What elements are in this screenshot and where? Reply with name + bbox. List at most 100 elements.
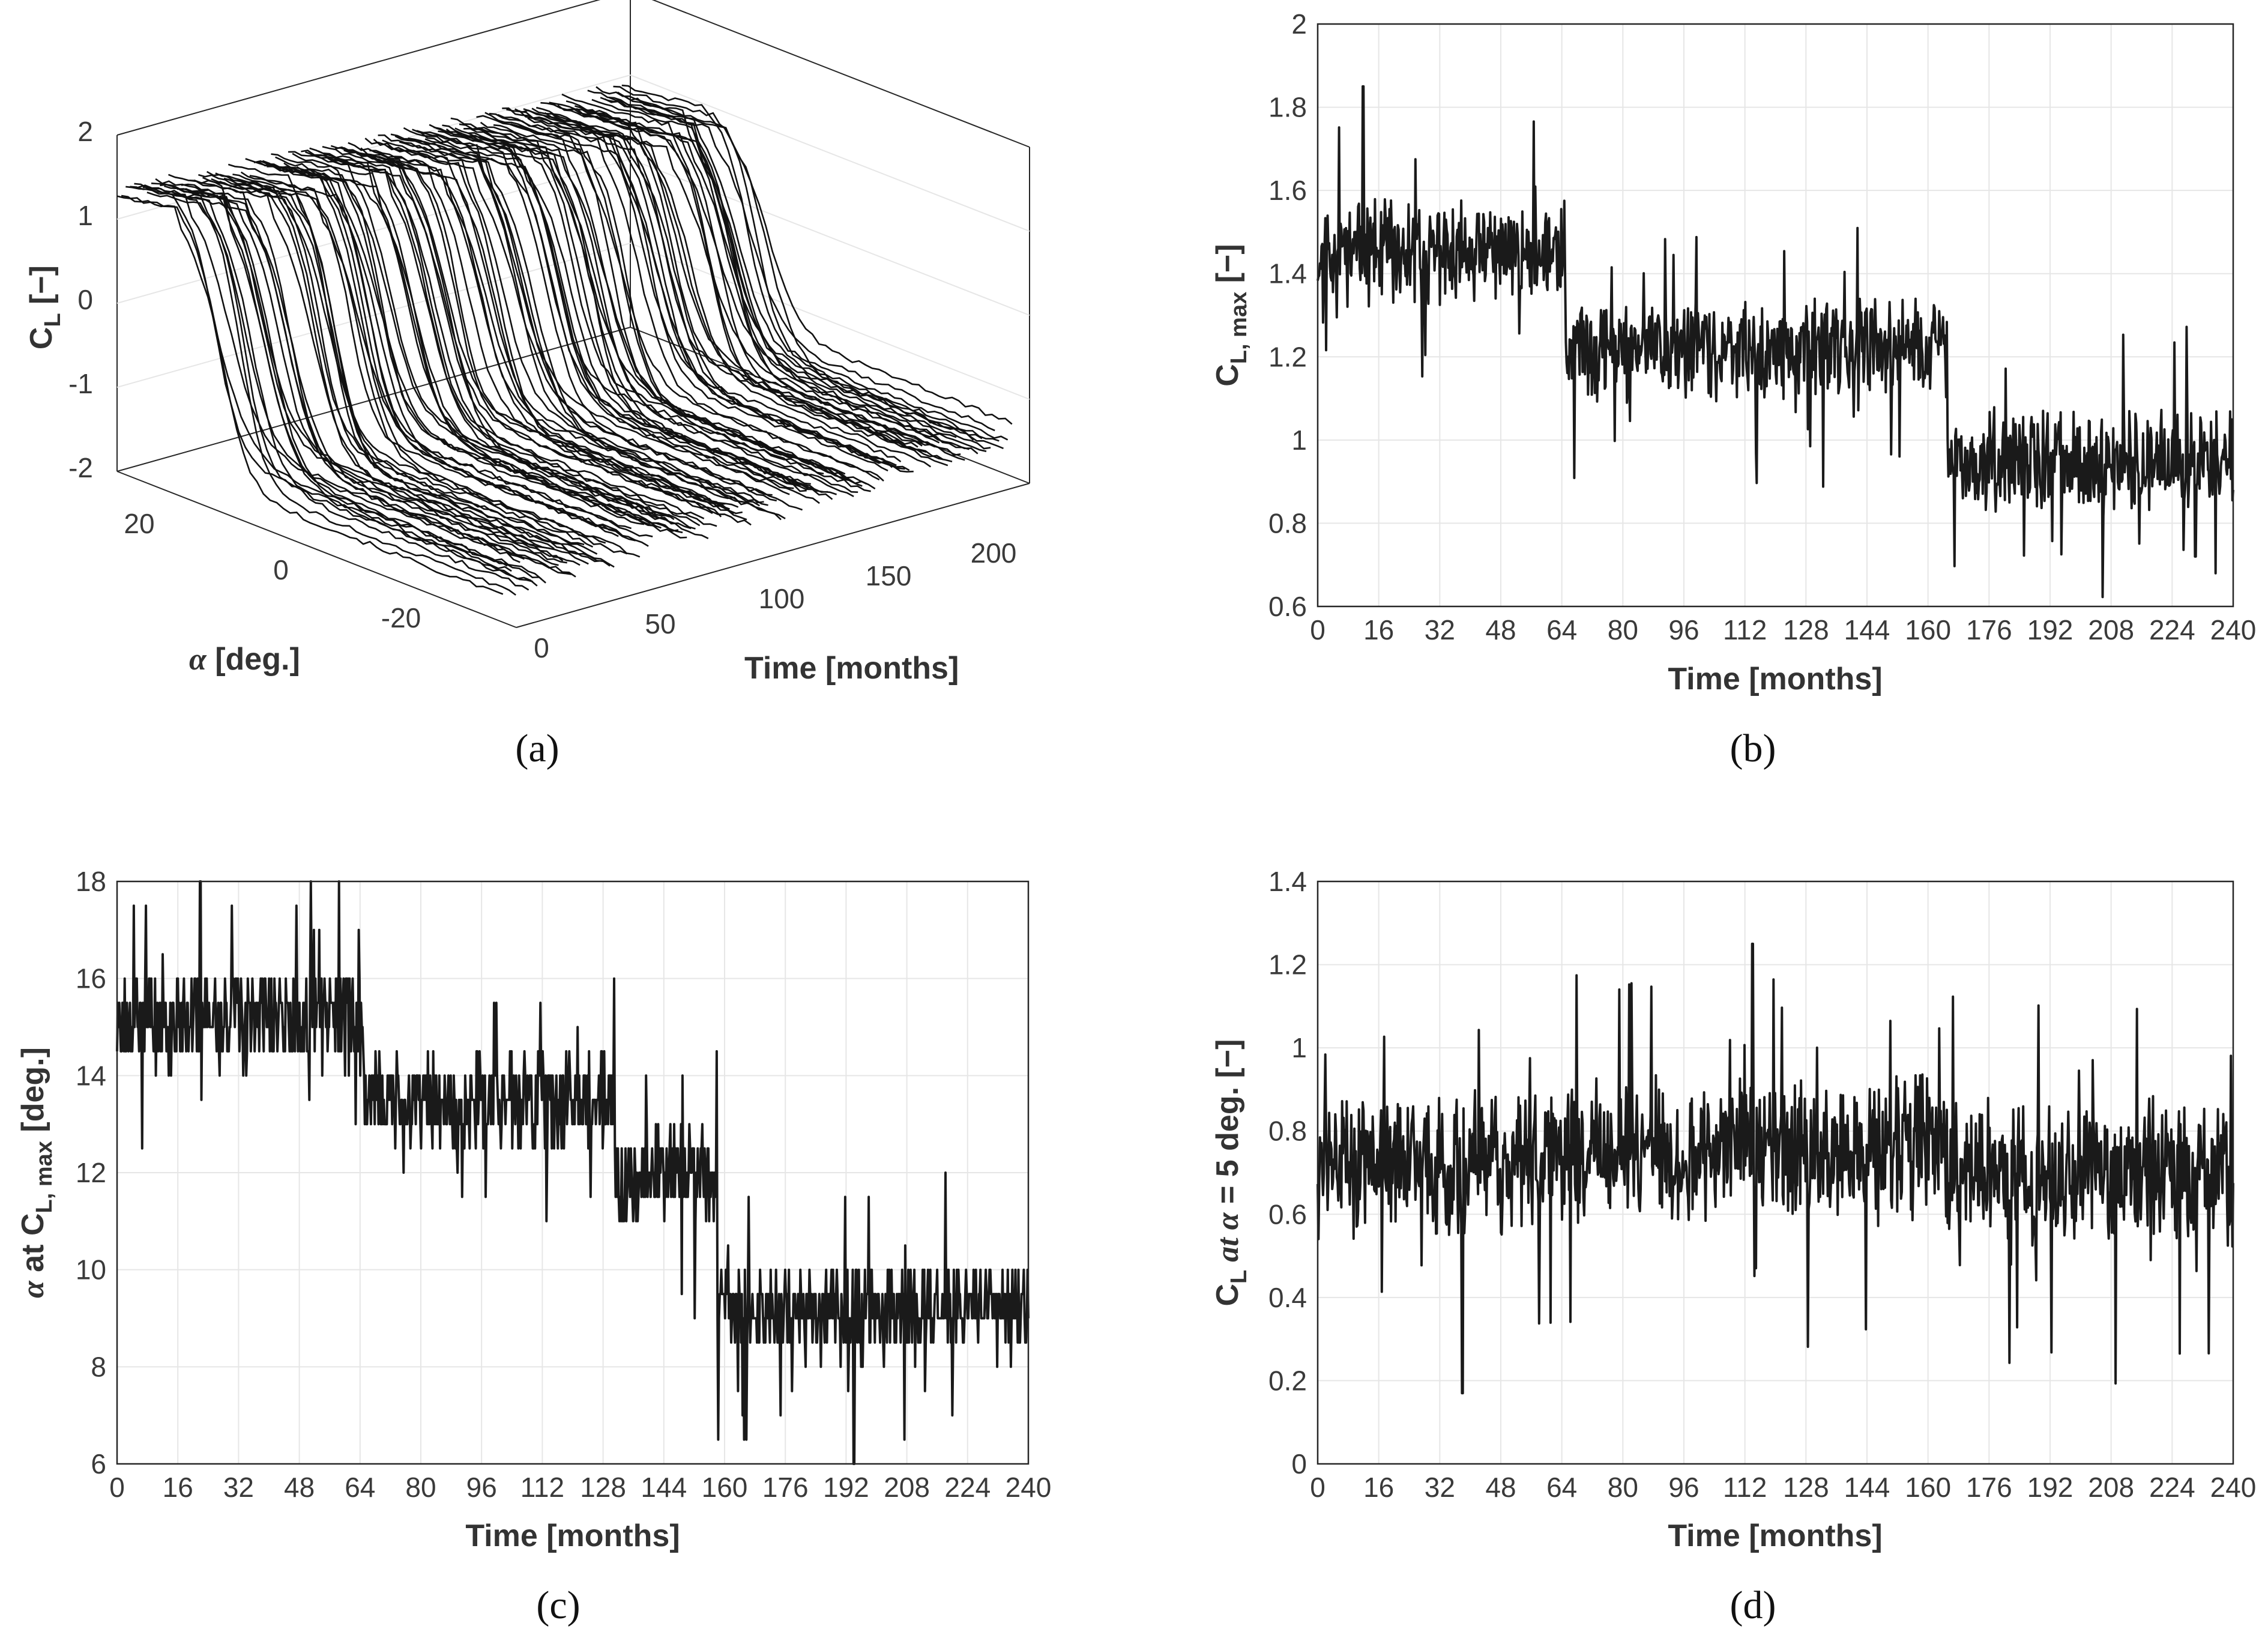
x-tick-label: 0 bbox=[1310, 614, 1326, 645]
x-tick-label: 144 bbox=[641, 1472, 687, 1503]
x-tick-label: 176 bbox=[1966, 1472, 2012, 1503]
z-tick-label: -1 bbox=[68, 368, 93, 399]
y-tick-label: 0.8 bbox=[1268, 1116, 1307, 1147]
y-tick-label: 16 bbox=[76, 963, 106, 994]
x-tick-label: 176 bbox=[1966, 614, 2012, 645]
x-tick-label: 32 bbox=[1425, 614, 1455, 645]
lift-curve bbox=[608, 97, 995, 432]
panel-d-series bbox=[1316, 942, 2234, 1395]
y-tick-label: 2 bbox=[1291, 8, 1307, 40]
lift-curve bbox=[168, 174, 555, 549]
panel-d-x-tick-labels: 0 16 32 48 64 80 96 112 128 144 160 176 192 208 224 240 bbox=[1310, 1472, 2256, 1503]
series-line bbox=[1316, 85, 2234, 599]
lift-curve bbox=[544, 112, 932, 468]
panel-c-frame bbox=[116, 880, 1030, 1465]
grid-line bbox=[116, 243, 631, 388]
lift-curve bbox=[445, 128, 833, 500]
y-tick-label: 0.4 bbox=[1268, 1282, 1307, 1313]
box-edge bbox=[116, 471, 517, 628]
box-edge bbox=[516, 483, 1030, 628]
lift-curve bbox=[621, 84, 1009, 441]
lift-curve bbox=[160, 184, 546, 584]
x-tick-label: 112 bbox=[1723, 614, 1767, 645]
lift-curve bbox=[557, 104, 944, 461]
panel-a-time-tick-labels: 0 50 100 150 200 bbox=[534, 537, 1016, 663]
y-tick-label: 1.2 bbox=[1268, 341, 1307, 372]
panel-a-3d-plot: 2 1 0 -1 -2 20 0 -20 0 50 100 150 200 CL… bbox=[24, 0, 1030, 770]
time-tick-label: 50 bbox=[645, 608, 675, 639]
panel-d-y-axis-label: CL at α = 5 deg. [−] bbox=[1210, 1039, 1252, 1307]
series-line bbox=[116, 880, 1030, 1465]
time-tick-label: 200 bbox=[971, 537, 1017, 569]
x-tick-label: 48 bbox=[284, 1472, 315, 1503]
alpha-tick-label: -20 bbox=[381, 602, 421, 633]
panel-b-x-axis-label: Time [months] bbox=[1668, 662, 1882, 697]
x-tick-label: 144 bbox=[1844, 1472, 1890, 1503]
panel-b-series bbox=[1316, 85, 2234, 599]
y-tick-label: 0.2 bbox=[1268, 1365, 1307, 1396]
lift-curve bbox=[335, 146, 722, 518]
lift-curve bbox=[570, 108, 957, 438]
panel-c-label: (c) bbox=[536, 1583, 580, 1627]
lift-curve bbox=[185, 188, 572, 575]
panel-a-axes-box bbox=[116, 0, 1030, 628]
x-tick-label: 112 bbox=[1723, 1472, 1767, 1503]
x-tick-label: 64 bbox=[1546, 1472, 1577, 1503]
lift-curve bbox=[164, 185, 550, 549]
panel-c-series bbox=[116, 880, 1030, 1465]
lift-curve bbox=[262, 160, 649, 547]
y-tick-label: 14 bbox=[76, 1060, 106, 1091]
box-edge bbox=[651, 0, 1030, 148]
panel-a-z-tick-labels: 2 1 0 -1 -2 bbox=[68, 116, 93, 483]
panel-c-y-tick-labels: 6 8 10 12 14 16 18 bbox=[76, 866, 106, 1479]
x-tick-label: 208 bbox=[884, 1472, 930, 1503]
x-tick-label: 16 bbox=[163, 1472, 193, 1503]
lift-curve bbox=[416, 130, 803, 511]
panel-b-frame bbox=[1316, 23, 2234, 608]
lift-curve bbox=[382, 139, 768, 506]
lift-curve bbox=[240, 171, 627, 555]
x-tick-label: 0 bbox=[1310, 1472, 1326, 1503]
y-tick-label: 10 bbox=[76, 1254, 106, 1286]
x-tick-label: 224 bbox=[2149, 614, 2195, 645]
grid-line bbox=[630, 74, 1030, 232]
panel-d-frame bbox=[1316, 880, 2234, 1465]
lift-curve bbox=[604, 98, 991, 450]
panel-d-label: (d) bbox=[1730, 1583, 1776, 1627]
lift-curve bbox=[480, 121, 867, 485]
x-tick-label: 96 bbox=[1668, 614, 1699, 645]
lift-curve bbox=[309, 147, 696, 530]
y-tick-label: 0.6 bbox=[1268, 1198, 1307, 1230]
x-tick-label: 176 bbox=[762, 1472, 809, 1503]
lift-curve bbox=[130, 186, 516, 596]
y-tick-label: 1.4 bbox=[1268, 866, 1307, 897]
alpha-tick-label: 20 bbox=[124, 508, 154, 539]
lift-curve bbox=[249, 175, 636, 542]
x-tick-label: 192 bbox=[823, 1472, 869, 1503]
panel-c-x-axis-label: Time [months] bbox=[465, 1519, 680, 1553]
panel-b-plot: 0 16 32 48 64 80 96 112 128 144 160 176 192 208 224 240… bbox=[1210, 8, 2256, 770]
lift-curve bbox=[116, 195, 504, 595]
y-tick-label: 18 bbox=[76, 866, 106, 897]
lift-curve bbox=[527, 117, 914, 473]
lift-curve bbox=[193, 179, 581, 566]
x-tick-label: 32 bbox=[223, 1472, 254, 1503]
x-tick-label: 48 bbox=[1485, 614, 1516, 645]
time-tick-label: 100 bbox=[759, 583, 805, 614]
lift-curve bbox=[510, 123, 897, 467]
z-tick-label: 2 bbox=[77, 116, 93, 147]
x-tick-label: 48 bbox=[1485, 1472, 1516, 1503]
x-tick-label: 0 bbox=[109, 1472, 125, 1503]
lift-curve bbox=[267, 165, 653, 537]
grid-line bbox=[630, 159, 1030, 316]
z-tick-label: -2 bbox=[68, 452, 93, 483]
panel-b-label: (b) bbox=[1730, 727, 1776, 770]
x-tick-label: 160 bbox=[1905, 614, 1951, 645]
lift-curve bbox=[390, 133, 777, 502]
lift-curve bbox=[189, 180, 576, 578]
panel-a-label: (a) bbox=[515, 727, 559, 770]
y-tick-label: 12 bbox=[76, 1157, 106, 1188]
y-tick-label: 1.2 bbox=[1268, 949, 1307, 981]
panel-a-alpha-tick-labels: 20 0 -20 bbox=[124, 508, 421, 633]
